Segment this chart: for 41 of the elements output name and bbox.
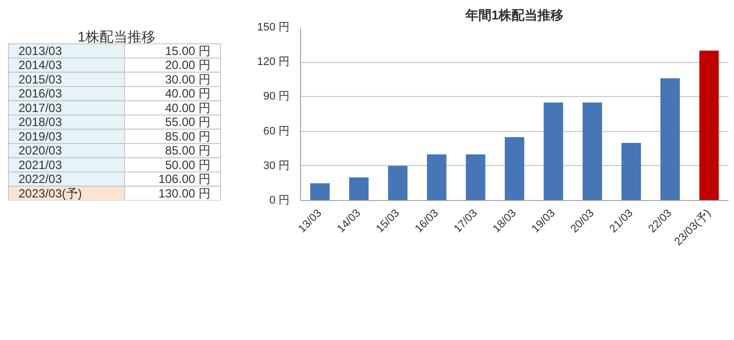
text: 85.00 円 (165, 144, 211, 158)
text: 85.00 円 (165, 129, 211, 144)
bar (504, 137, 524, 200)
text: 2022/03 (18, 172, 62, 186)
bar (426, 154, 446, 200)
bar (388, 166, 408, 200)
text: 2019/03 (18, 129, 62, 144)
y-tick-label: 120 円 (257, 56, 290, 68)
text: 2021/03 (18, 158, 62, 172)
text: 2017/03 (18, 100, 62, 115)
text: 40.00 円 (165, 86, 211, 101)
bar (582, 102, 602, 200)
text: 2018/03 (18, 115, 62, 130)
text: 2014/03 (18, 58, 62, 72)
text: 15.00 円 (165, 44, 211, 58)
text: 55.00 円 (165, 115, 211, 130)
text: 2016/03 (18, 86, 62, 101)
text: 2015/03 (18, 72, 62, 86)
text: 50.00 円 (165, 158, 211, 172)
chart-title: 年間1株配当推移 (464, 8, 564, 22)
bar (699, 50, 719, 200)
y-tick-label: 90 円 (263, 90, 290, 103)
y-tick-label: 0 円 (269, 194, 290, 206)
bar (310, 183, 330, 200)
text: 1株配当推移 (78, 28, 156, 45)
bar (544, 102, 564, 200)
y-tick-label: 30 円 (263, 160, 290, 172)
bar (349, 177, 369, 200)
y-tick-label: 60 円 (263, 125, 290, 138)
text: 106.00 円 (158, 172, 211, 186)
text: 30.00 円 (165, 72, 211, 86)
bar (466, 154, 486, 200)
text: 20.00 円 (165, 58, 211, 72)
bar (660, 78, 680, 200)
bar (622, 142, 641, 200)
y-tick-label: 150 円 (257, 22, 290, 34)
text: 2020/03 (18, 144, 62, 158)
text: 40.00 円 (165, 100, 211, 115)
text: 130.00 円 (158, 186, 211, 200)
text: 2013/03 (18, 44, 62, 58)
text: 2023/03(予) (18, 186, 82, 200)
